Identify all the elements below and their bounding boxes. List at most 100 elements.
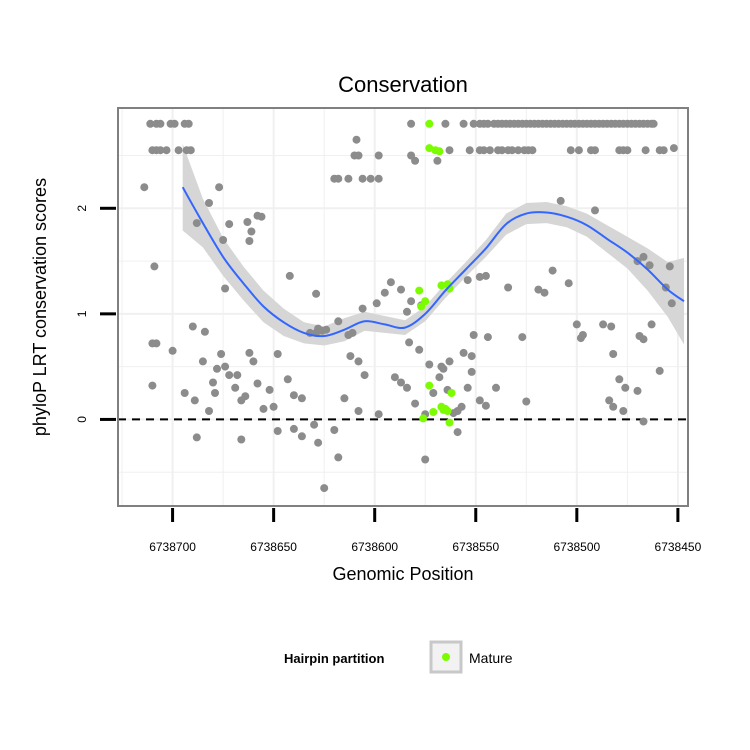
y-axis-title: phyloP LRT conservation scores: [30, 178, 50, 436]
other-point: [607, 322, 616, 331]
y-tick-label: 1: [75, 310, 89, 317]
other-point: [605, 396, 614, 405]
mature-point: [425, 119, 434, 128]
other-point: [463, 276, 472, 285]
other-point: [591, 146, 599, 155]
legend-key-mature-dot: [442, 653, 450, 661]
other-point: [465, 146, 474, 155]
other-point: [245, 237, 254, 245]
other-point: [213, 364, 221, 373]
other-point: [215, 183, 224, 192]
other-point: [372, 299, 381, 308]
other-point: [397, 285, 405, 294]
other-point: [186, 146, 195, 155]
other-point: [354, 407, 363, 415]
other-point: [330, 426, 339, 434]
other-point: [221, 362, 230, 371]
other-point: [285, 271, 294, 280]
other-point: [639, 335, 648, 344]
other-point: [346, 352, 355, 361]
mature-point: [435, 147, 444, 156]
x-tick-label: 6738550: [452, 540, 499, 554]
other-point: [609, 402, 618, 411]
other-point: [534, 285, 543, 294]
other-point: [411, 156, 420, 165]
other-point: [380, 288, 389, 297]
other-point: [237, 435, 246, 444]
other-point: [241, 392, 250, 401]
other-point: [174, 146, 183, 155]
other-point: [649, 119, 658, 128]
other-point: [221, 284, 230, 293]
other-point: [459, 119, 468, 128]
other-point: [475, 396, 484, 405]
x-tick-label: 6738450: [655, 540, 702, 554]
panel-border: [117, 107, 689, 507]
legend: Hairpin partition Mature: [284, 640, 513, 674]
other-point: [245, 348, 254, 357]
y-tick-label: 2: [75, 205, 89, 212]
other-point: [449, 409, 458, 418]
other-point: [205, 407, 213, 415]
other-point: [407, 119, 416, 128]
other-point: [344, 331, 353, 339]
other-point: [445, 146, 454, 155]
other-point: [200, 327, 209, 336]
other-point: [184, 119, 193, 128]
grid-lines: [118, 108, 688, 506]
legend-label-mature: Mature: [469, 650, 513, 666]
other-point: [259, 404, 268, 413]
other-point: [445, 357, 454, 366]
other-point: [659, 146, 668, 155]
other-point: [548, 266, 557, 275]
other-point: [508, 146, 517, 155]
mature-point: [437, 281, 446, 290]
other-point: [518, 333, 527, 342]
mature-point: [429, 408, 438, 416]
other-point: [639, 417, 648, 426]
other-point: [249, 357, 258, 366]
other-point: [459, 348, 468, 357]
other-point: [483, 333, 492, 342]
other-point: [314, 438, 323, 447]
mature-point: [417, 302, 426, 311]
other-point: [352, 135, 361, 144]
other-point: [669, 144, 678, 153]
other-point: [403, 307, 411, 316]
mature-point: [445, 284, 454, 293]
other-point: [514, 146, 523, 155]
other-point: [273, 427, 282, 435]
other-point: [340, 394, 349, 403]
other-point: [599, 320, 608, 329]
other-point: [219, 236, 228, 244]
other-point: [467, 367, 476, 376]
other-point: [621, 383, 630, 392]
other-point: [168, 346, 177, 355]
other-point: [641, 146, 650, 155]
other-point: [528, 146, 537, 155]
other-point: [556, 196, 565, 205]
legend-title: Hairpin partition: [284, 651, 384, 666]
other-point: [374, 410, 383, 419]
other-point: [386, 278, 395, 287]
other-point: [243, 218, 252, 226]
other-point: [469, 331, 478, 339]
other-point: [192, 433, 201, 442]
mature-point: [419, 414, 428, 423]
other-point: [150, 262, 159, 271]
other-point: [407, 297, 416, 306]
other-point: [156, 146, 165, 155]
confidence-ribbon: [182, 143, 684, 346]
y-tick-label: 0: [75, 416, 89, 423]
other-point: [665, 262, 674, 271]
other-point: [146, 119, 155, 128]
other-point: [310, 420, 319, 429]
other-point: [334, 174, 343, 183]
other-point: [397, 378, 405, 387]
other-point: [273, 350, 282, 358]
other-point: [655, 366, 664, 375]
other-point: [564, 279, 573, 288]
other-point: [247, 227, 256, 236]
other-point: [366, 174, 375, 183]
